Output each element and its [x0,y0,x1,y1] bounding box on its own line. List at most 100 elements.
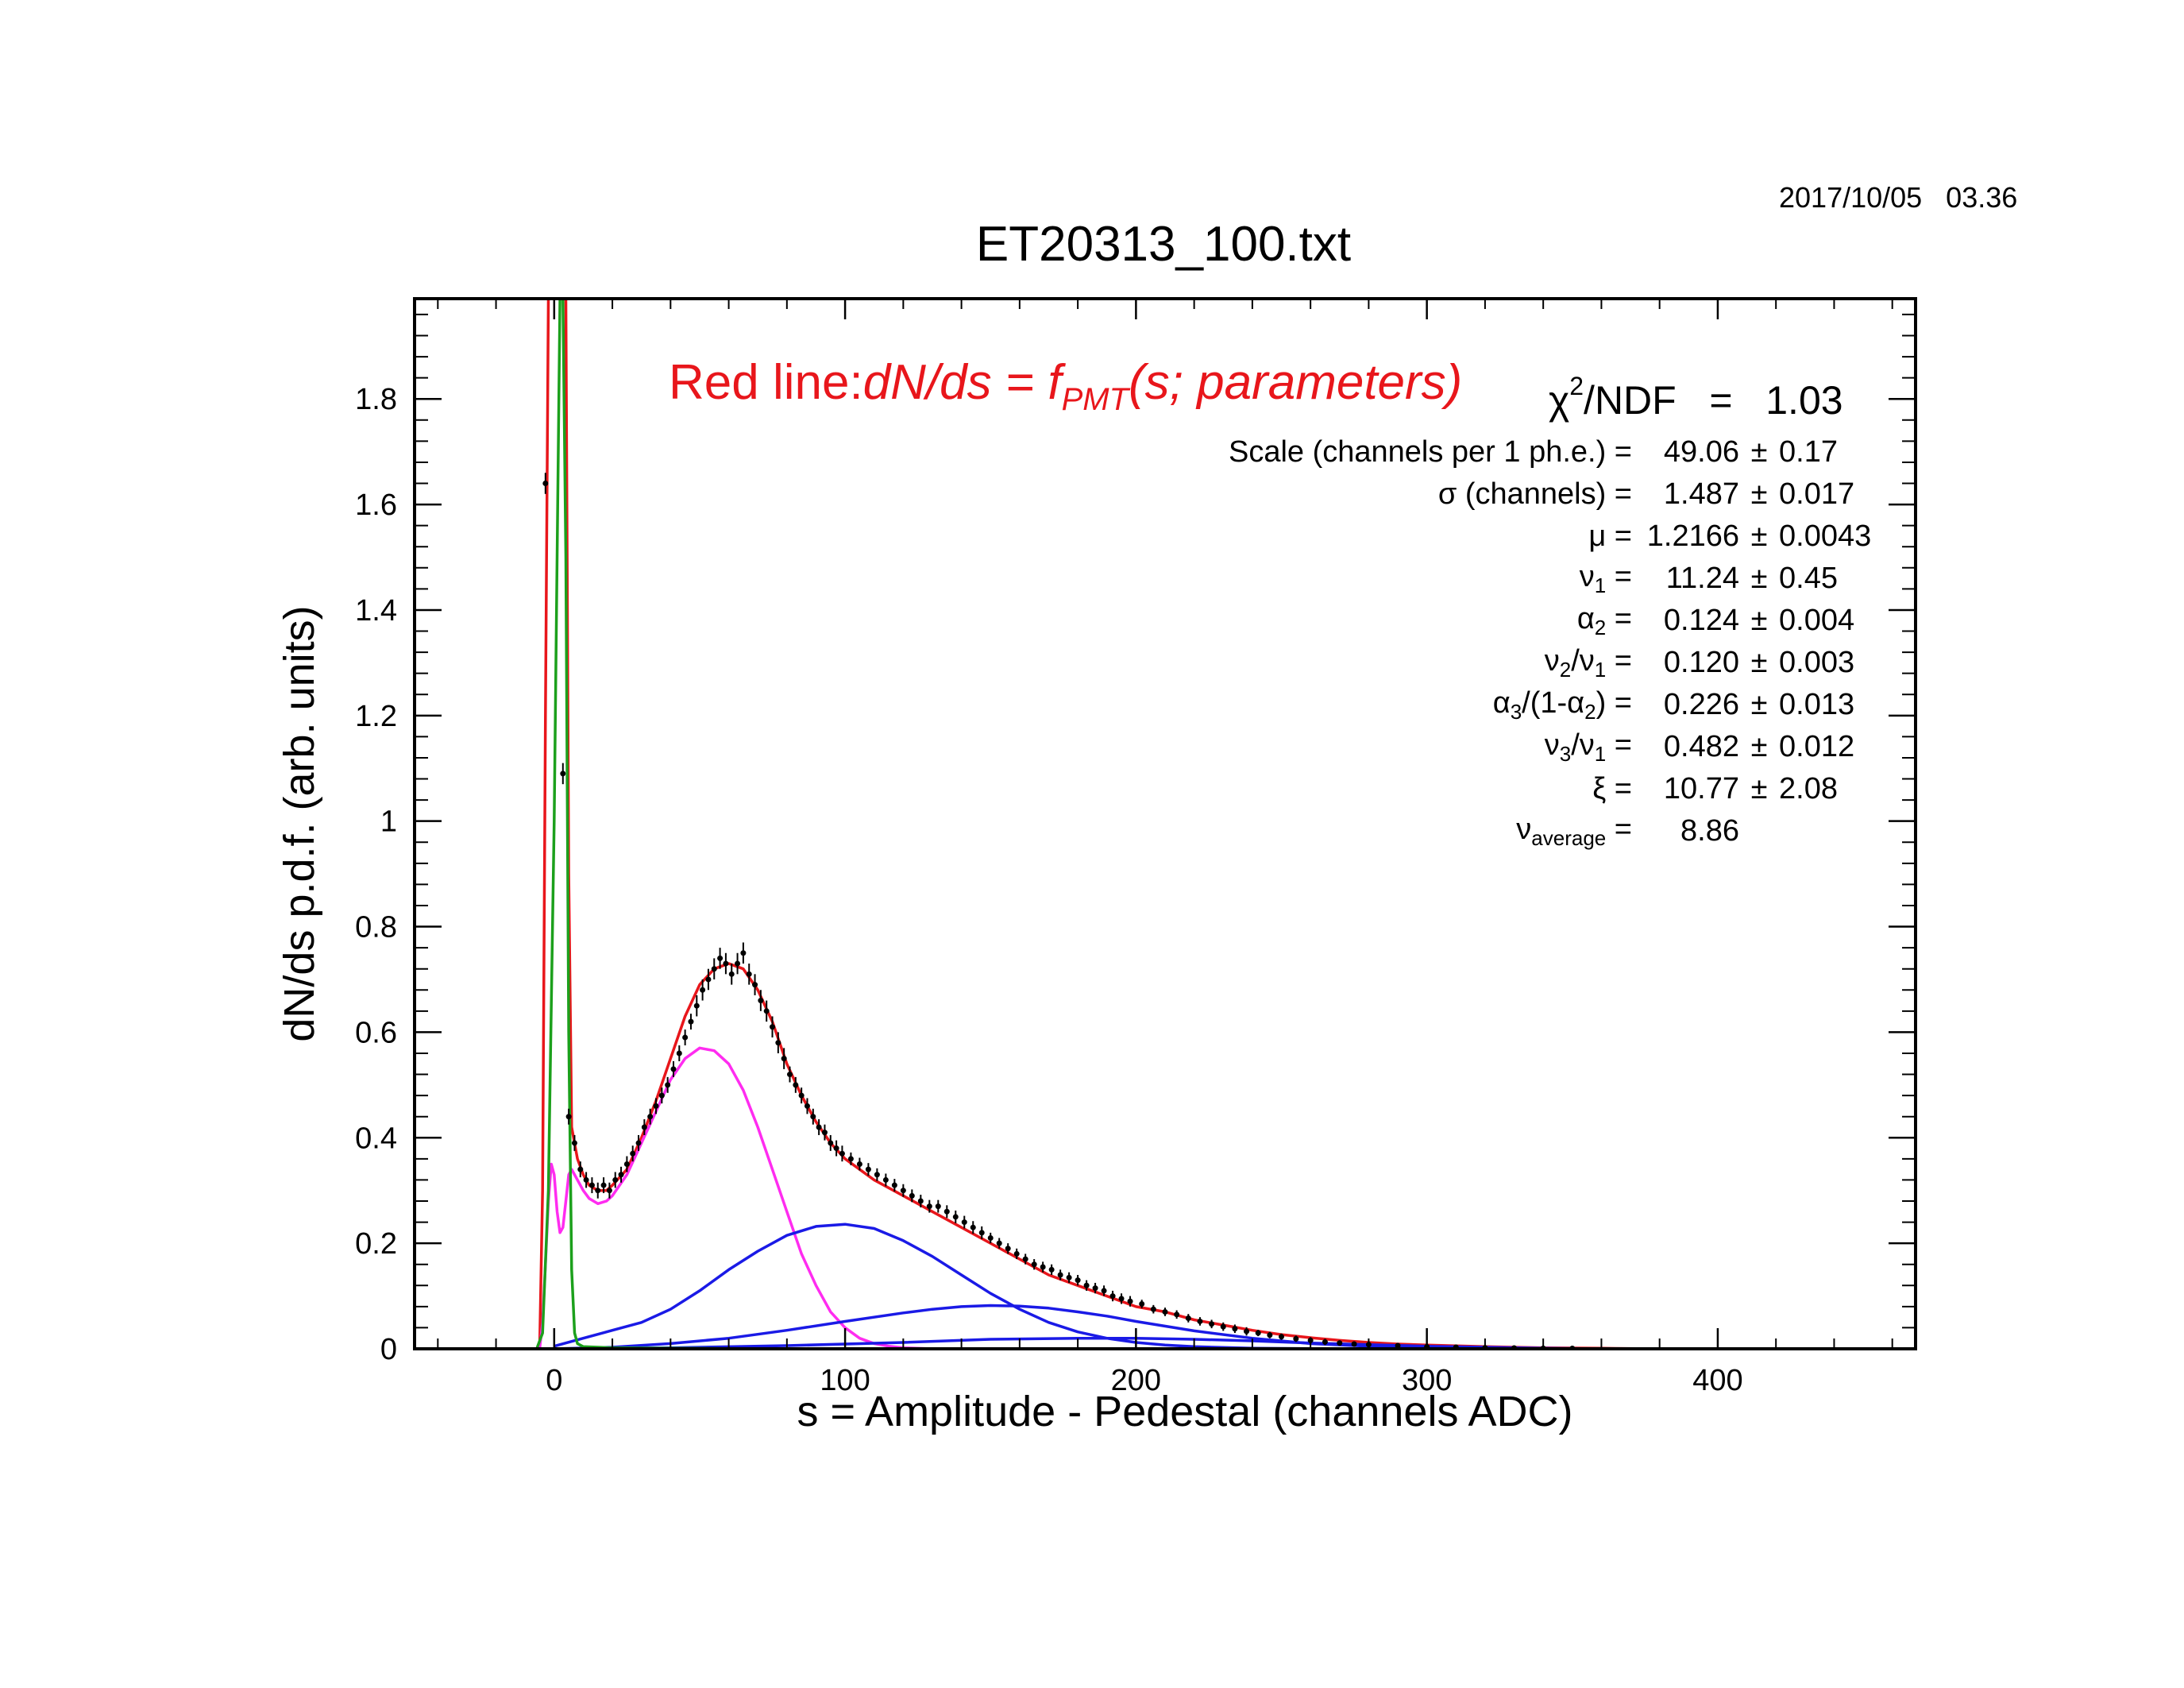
data-point [926,1203,932,1210]
fit-parameter-value: 0.226 [1663,688,1739,721]
fit-parameter-row: σ (channels) = 1.487 ±0.017 [953,473,1882,516]
y-tick-label: 0 [380,1333,397,1366]
data-point [763,1008,770,1014]
data-point [1162,1308,1168,1315]
data-point [816,1124,822,1130]
chi-sup: 2 [1569,372,1584,400]
chi-rest: /NDF = 1.03 [1584,378,1843,423]
data-point [665,1082,671,1088]
y-tick-label: 0.8 [355,911,397,944]
plot-frame [413,297,1917,1350]
datestamp: 2017/10/05 03.36 [1779,181,2018,214]
data-point [630,1150,636,1157]
data-point [1022,1256,1028,1262]
fit-parameter-label: α2 = [1576,601,1632,639]
data-point [1083,1282,1090,1288]
data-point [688,1018,694,1025]
data-point [847,1156,854,1162]
x-axis-label: s = Amplitude - Pedestal (channels ADC) [797,1388,1573,1435]
y-tick-label: 0.6 [355,1016,397,1049]
data-point [1279,1334,1285,1340]
fit-parameter-row: ξ = 10.77 ± 2.08 [953,768,1882,810]
formula-sub: PMT [1061,382,1129,417]
data-point [595,1188,601,1194]
data-point [1066,1274,1072,1280]
fit-parameter-row: ν2/ν1 = 0.120 ±0.003 [953,642,1882,684]
data-point [623,1161,630,1167]
data-point [804,1103,810,1109]
fit-parameter-error: 2.08 [1779,772,1838,805]
plus-minus: ± [1750,520,1768,553]
plus-minus: ± [1750,435,1768,469]
data-point [909,1192,915,1199]
data-point [658,1092,665,1099]
data-point [1127,1298,1133,1304]
data-point [775,1040,781,1046]
data-point [612,1176,619,1183]
data-point [606,1188,612,1194]
fit-parameter-row: μ = 1.2166 ±0.0043 [953,516,1882,558]
data-point [700,987,706,993]
fit-parameter-row: Scale (channels per 1 ph.e.) = 49.06 ± 0.1… [953,431,1882,473]
data-point [1267,1332,1273,1338]
data-point [1150,1306,1156,1312]
fit-parameter-label: νaverage = [1516,812,1632,850]
y-tick-label: 1.2 [355,700,397,733]
data-point [828,1140,834,1146]
data-point [793,1082,799,1088]
data-point [588,1182,595,1188]
data-point [717,955,723,961]
formula-rhs: (s; parameters) [1129,355,1463,410]
data-point [647,1114,654,1120]
data-point [978,1230,985,1236]
data-point [1185,1315,1191,1321]
plus-minus: ± [1750,730,1768,763]
fit-parameter-label: ν2/ν1 = [1544,643,1632,682]
plus-minus: ± [1750,688,1768,721]
data-point [735,960,741,967]
data-point [874,1172,880,1178]
data-point [1351,1341,1357,1347]
fit-parameter-value: 11.24 [1665,562,1739,595]
data-point [917,1198,924,1204]
data-point [787,1072,793,1078]
fit-parameter-row: α2 = 0.124 ±0.004 [953,600,1882,642]
fit-parameter-error: 0.017 [1779,477,1855,511]
chi-symbol: χ [1549,378,1570,423]
fit-parameter-row: α3/(1-α2) = 0.226 ±0.013 [953,684,1882,726]
data-point [1174,1311,1180,1318]
x-tick-label: 400 [1692,1364,1742,1397]
data-point [798,1092,805,1099]
data-point [711,966,717,972]
data-point [952,1214,959,1220]
data-point [961,1219,967,1226]
data-point [1255,1330,1261,1336]
data-point [571,1140,577,1146]
data-point [970,1224,976,1230]
y-tick-label: 1.4 [355,594,397,628]
data-point [882,1176,889,1183]
fit-parameter-value: 1.2166 [1646,520,1739,553]
data-point [935,1203,941,1210]
fit-curve-2 [554,1223,1369,1349]
data-point [770,1024,776,1030]
fit-parameter-label: ν1 = [1579,559,1632,597]
x-tick-label: 200 [1111,1364,1161,1397]
data-point [943,1208,950,1215]
data-point [1048,1266,1055,1273]
data-point [1118,1296,1125,1302]
fit-legend-formula: dN/ds = fPMT(s; parameters) [863,355,1463,417]
axes-group: 0 100 200 300 400 0 0.2 0.4 0.6 0.8 1 1.2 1.4 1.6 1.8 s… [276,299,1916,1435]
plus-minus: ± [1750,477,1768,511]
data-point [670,1066,677,1072]
fit-curve-1 [538,1046,933,1349]
data-point [891,1182,897,1188]
data-point [728,971,735,977]
fit-parameter-value: 0.482 [1663,730,1739,763]
fit-parameter-error: 0.45 [1779,562,1838,595]
y-tick-label: 0.2 [355,1227,397,1261]
data-point [740,950,747,956]
fit-parameter-error: 0.012 [1779,730,1855,763]
data-point [565,1114,572,1120]
